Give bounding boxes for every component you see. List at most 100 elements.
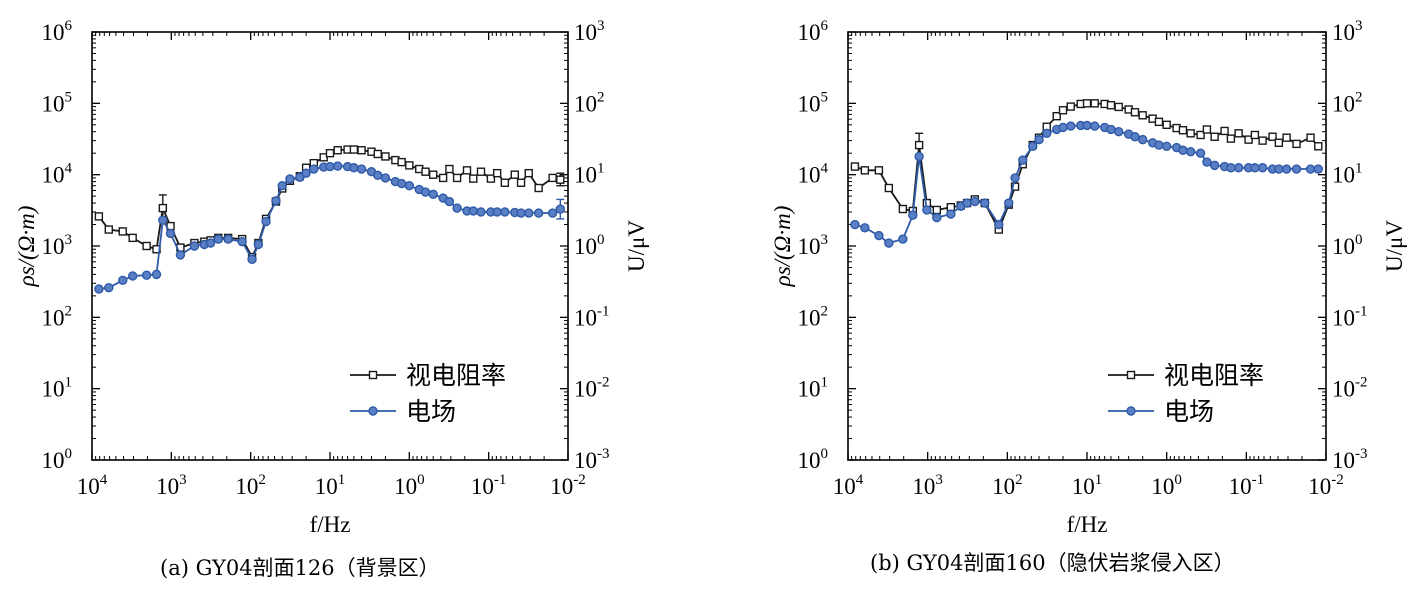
y-right-tick-label: 10-3 <box>574 446 610 473</box>
legend-square-marker <box>1126 370 1136 380</box>
y-right-tick-label: 10-2 <box>1332 375 1368 402</box>
data-point <box>356 164 367 174</box>
data-point <box>980 198 990 208</box>
data-point <box>1161 141 1172 151</box>
data-point <box>1106 101 1116 110</box>
legend-label: 电场 <box>406 398 456 426</box>
legend-circle-marker <box>1126 406 1136 416</box>
legend-item: 视电阻率 <box>350 362 506 390</box>
data-point <box>1138 111 1147 120</box>
data-point <box>333 146 342 155</box>
data-point <box>1106 124 1116 135</box>
series-electric-field <box>94 161 566 294</box>
data-point <box>1114 127 1124 137</box>
legend-circle-marker <box>368 406 378 416</box>
y-right-tick-label: 103 <box>1332 18 1363 45</box>
data-point <box>1291 164 1302 174</box>
data-point <box>253 239 264 250</box>
data-point <box>1196 130 1205 140</box>
data-point <box>1154 117 1164 127</box>
data-point <box>994 219 1004 230</box>
x-axis-label: f/Hz <box>310 512 351 537</box>
data-point <box>492 168 502 178</box>
plot-frame <box>847 31 1327 461</box>
data-point <box>1130 108 1140 117</box>
data-point <box>1202 125 1212 134</box>
y-right-tick-label: 10-3 <box>1332 446 1368 473</box>
data-point <box>1268 132 1277 141</box>
data-point <box>118 227 127 236</box>
x-axis-label: f/Hz <box>1067 512 1108 537</box>
x-tick-label: 103 <box>156 472 187 499</box>
data-point <box>1234 129 1243 138</box>
data-point <box>397 157 406 167</box>
y-right-tick-label: 102 <box>1332 89 1363 116</box>
data-point <box>332 161 343 171</box>
y-left-axis-label: ρs/(Ω·m) <box>770 206 795 288</box>
chart-panel-a: 104 103 102 101 100 10-1 10-210010110210310410… <box>14 18 649 537</box>
y-left-tick-label: 101 <box>798 375 829 402</box>
data-point <box>1195 148 1206 158</box>
y-left-tick-label: 105 <box>42 89 73 116</box>
data-point <box>1178 126 1188 135</box>
data-point <box>1066 102 1075 111</box>
data-point <box>932 205 941 215</box>
panel-b-caption: (b) GY04剖面160（隐伏岩浆侵入区） <box>870 551 1235 575</box>
data-point <box>1305 164 1316 174</box>
data-point <box>1058 106 1068 115</box>
legend-item: 电场 <box>1108 398 1214 426</box>
y-left-tick-label: 100 <box>42 446 73 473</box>
data-point <box>429 170 438 179</box>
data-point <box>285 174 295 184</box>
data-point <box>462 166 472 175</box>
legend-label: 视电阻率 <box>1164 362 1264 390</box>
data-point <box>1292 139 1301 149</box>
x-tick-label: 101 <box>1072 472 1103 499</box>
data-point <box>556 175 565 184</box>
x-tick-label: 10-1 <box>1229 472 1265 499</box>
data-point <box>547 208 558 218</box>
data-point <box>1010 173 1020 183</box>
data-point <box>158 203 168 213</box>
y-left-tick-label: 106 <box>42 18 73 45</box>
data-point <box>452 203 462 213</box>
data-point <box>357 146 366 155</box>
y-right-tick-label: 10-1 <box>1332 303 1368 330</box>
legend-item: 视电阻率 <box>1108 362 1264 390</box>
data-point <box>884 183 894 193</box>
data-point <box>373 170 383 180</box>
data-point <box>492 207 502 217</box>
data-point <box>1004 198 1014 208</box>
data-point <box>158 215 168 225</box>
y-right-axis-label: U/μV <box>1382 220 1407 272</box>
y-left-tick-label: 103 <box>798 232 829 259</box>
data-point <box>237 236 247 247</box>
data-point <box>860 166 870 175</box>
x-tick-label: 104 <box>833 472 864 499</box>
data-point <box>874 230 884 241</box>
data-point <box>1306 133 1315 142</box>
data-point <box>524 168 533 178</box>
y-left-tick-label: 104 <box>798 161 829 188</box>
data-point <box>421 167 430 176</box>
data-point <box>1209 160 1220 171</box>
data-point <box>1185 146 1196 157</box>
data-point <box>1130 132 1140 142</box>
y-right-tick-label: 102 <box>574 89 605 116</box>
data-point <box>1281 164 1292 174</box>
y-left-tick-label: 104 <box>42 161 73 188</box>
y-left-tick-label: 106 <box>798 18 829 45</box>
data-point <box>325 161 335 172</box>
plot-frame <box>91 31 569 461</box>
data-point <box>104 283 114 293</box>
data-point <box>396 178 407 189</box>
data-point <box>1226 163 1236 173</box>
data-point <box>476 207 486 217</box>
data-point <box>175 250 186 260</box>
y-left-tick-label: 105 <box>798 89 829 116</box>
x-tick-label: 10-2 <box>550 472 586 499</box>
data-point <box>1282 133 1291 142</box>
